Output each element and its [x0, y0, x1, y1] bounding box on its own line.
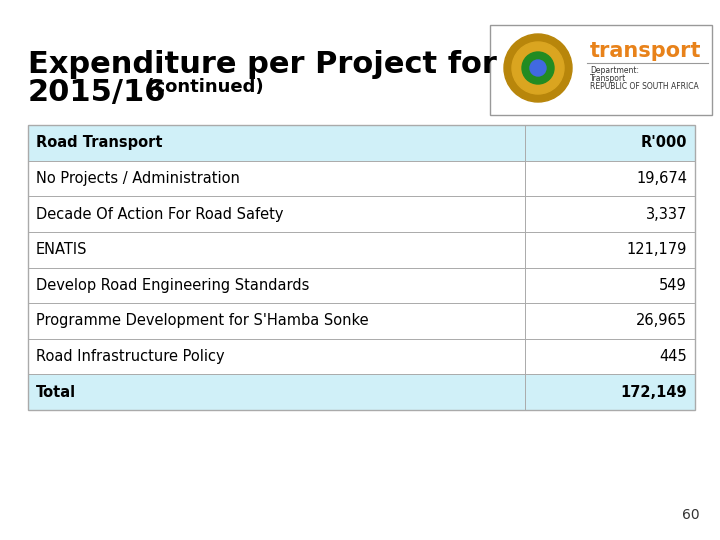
- Text: 60: 60: [683, 508, 700, 522]
- Bar: [28, 339, 695, 374]
- Circle shape: [512, 42, 564, 94]
- Text: 3,337: 3,337: [646, 207, 687, 221]
- Text: Transport: Transport: [590, 74, 626, 83]
- Bar: [28, 196, 695, 232]
- Circle shape: [522, 52, 554, 84]
- Bar: [28, 125, 695, 160]
- Bar: [525, 125, 695, 160]
- Text: 172,149: 172,149: [621, 384, 687, 400]
- Text: REPUBLIC OF SOUTH AFRICA: REPUBLIC OF SOUTH AFRICA: [590, 82, 698, 91]
- Bar: [28, 267, 695, 303]
- Text: 19,674: 19,674: [636, 171, 687, 186]
- Bar: [28, 232, 695, 267]
- Text: 549: 549: [660, 278, 687, 293]
- Text: Total: Total: [36, 384, 76, 400]
- Bar: [28, 160, 695, 196]
- Text: Develop Road Engineering Standards: Develop Road Engineering Standards: [36, 278, 310, 293]
- Text: 121,179: 121,179: [626, 242, 687, 257]
- Bar: [28, 125, 695, 410]
- Text: Department:: Department:: [590, 66, 639, 75]
- Text: R'000: R'000: [641, 136, 687, 150]
- Text: 2015/16: 2015/16: [28, 78, 166, 107]
- Text: Programme Development for S'Hamba Sonke: Programme Development for S'Hamba Sonke: [36, 313, 369, 328]
- Text: (continued): (continued): [140, 78, 264, 96]
- Circle shape: [504, 34, 572, 102]
- Text: 445: 445: [660, 349, 687, 364]
- Text: ENATIS: ENATIS: [36, 242, 88, 257]
- Bar: [490, 25, 712, 115]
- Text: Road Infrastructure Policy: Road Infrastructure Policy: [36, 349, 225, 364]
- Bar: [525, 374, 695, 410]
- Text: Expenditure per Project for: Expenditure per Project for: [28, 50, 497, 79]
- Text: Road Transport: Road Transport: [36, 136, 163, 150]
- Circle shape: [530, 60, 546, 76]
- Text: transport: transport: [590, 41, 701, 61]
- Bar: [28, 303, 695, 339]
- Text: 26,965: 26,965: [636, 313, 687, 328]
- Text: No Projects / Administration: No Projects / Administration: [36, 171, 240, 186]
- Bar: [28, 374, 695, 410]
- Text: Decade Of Action For Road Safety: Decade Of Action For Road Safety: [36, 207, 284, 221]
